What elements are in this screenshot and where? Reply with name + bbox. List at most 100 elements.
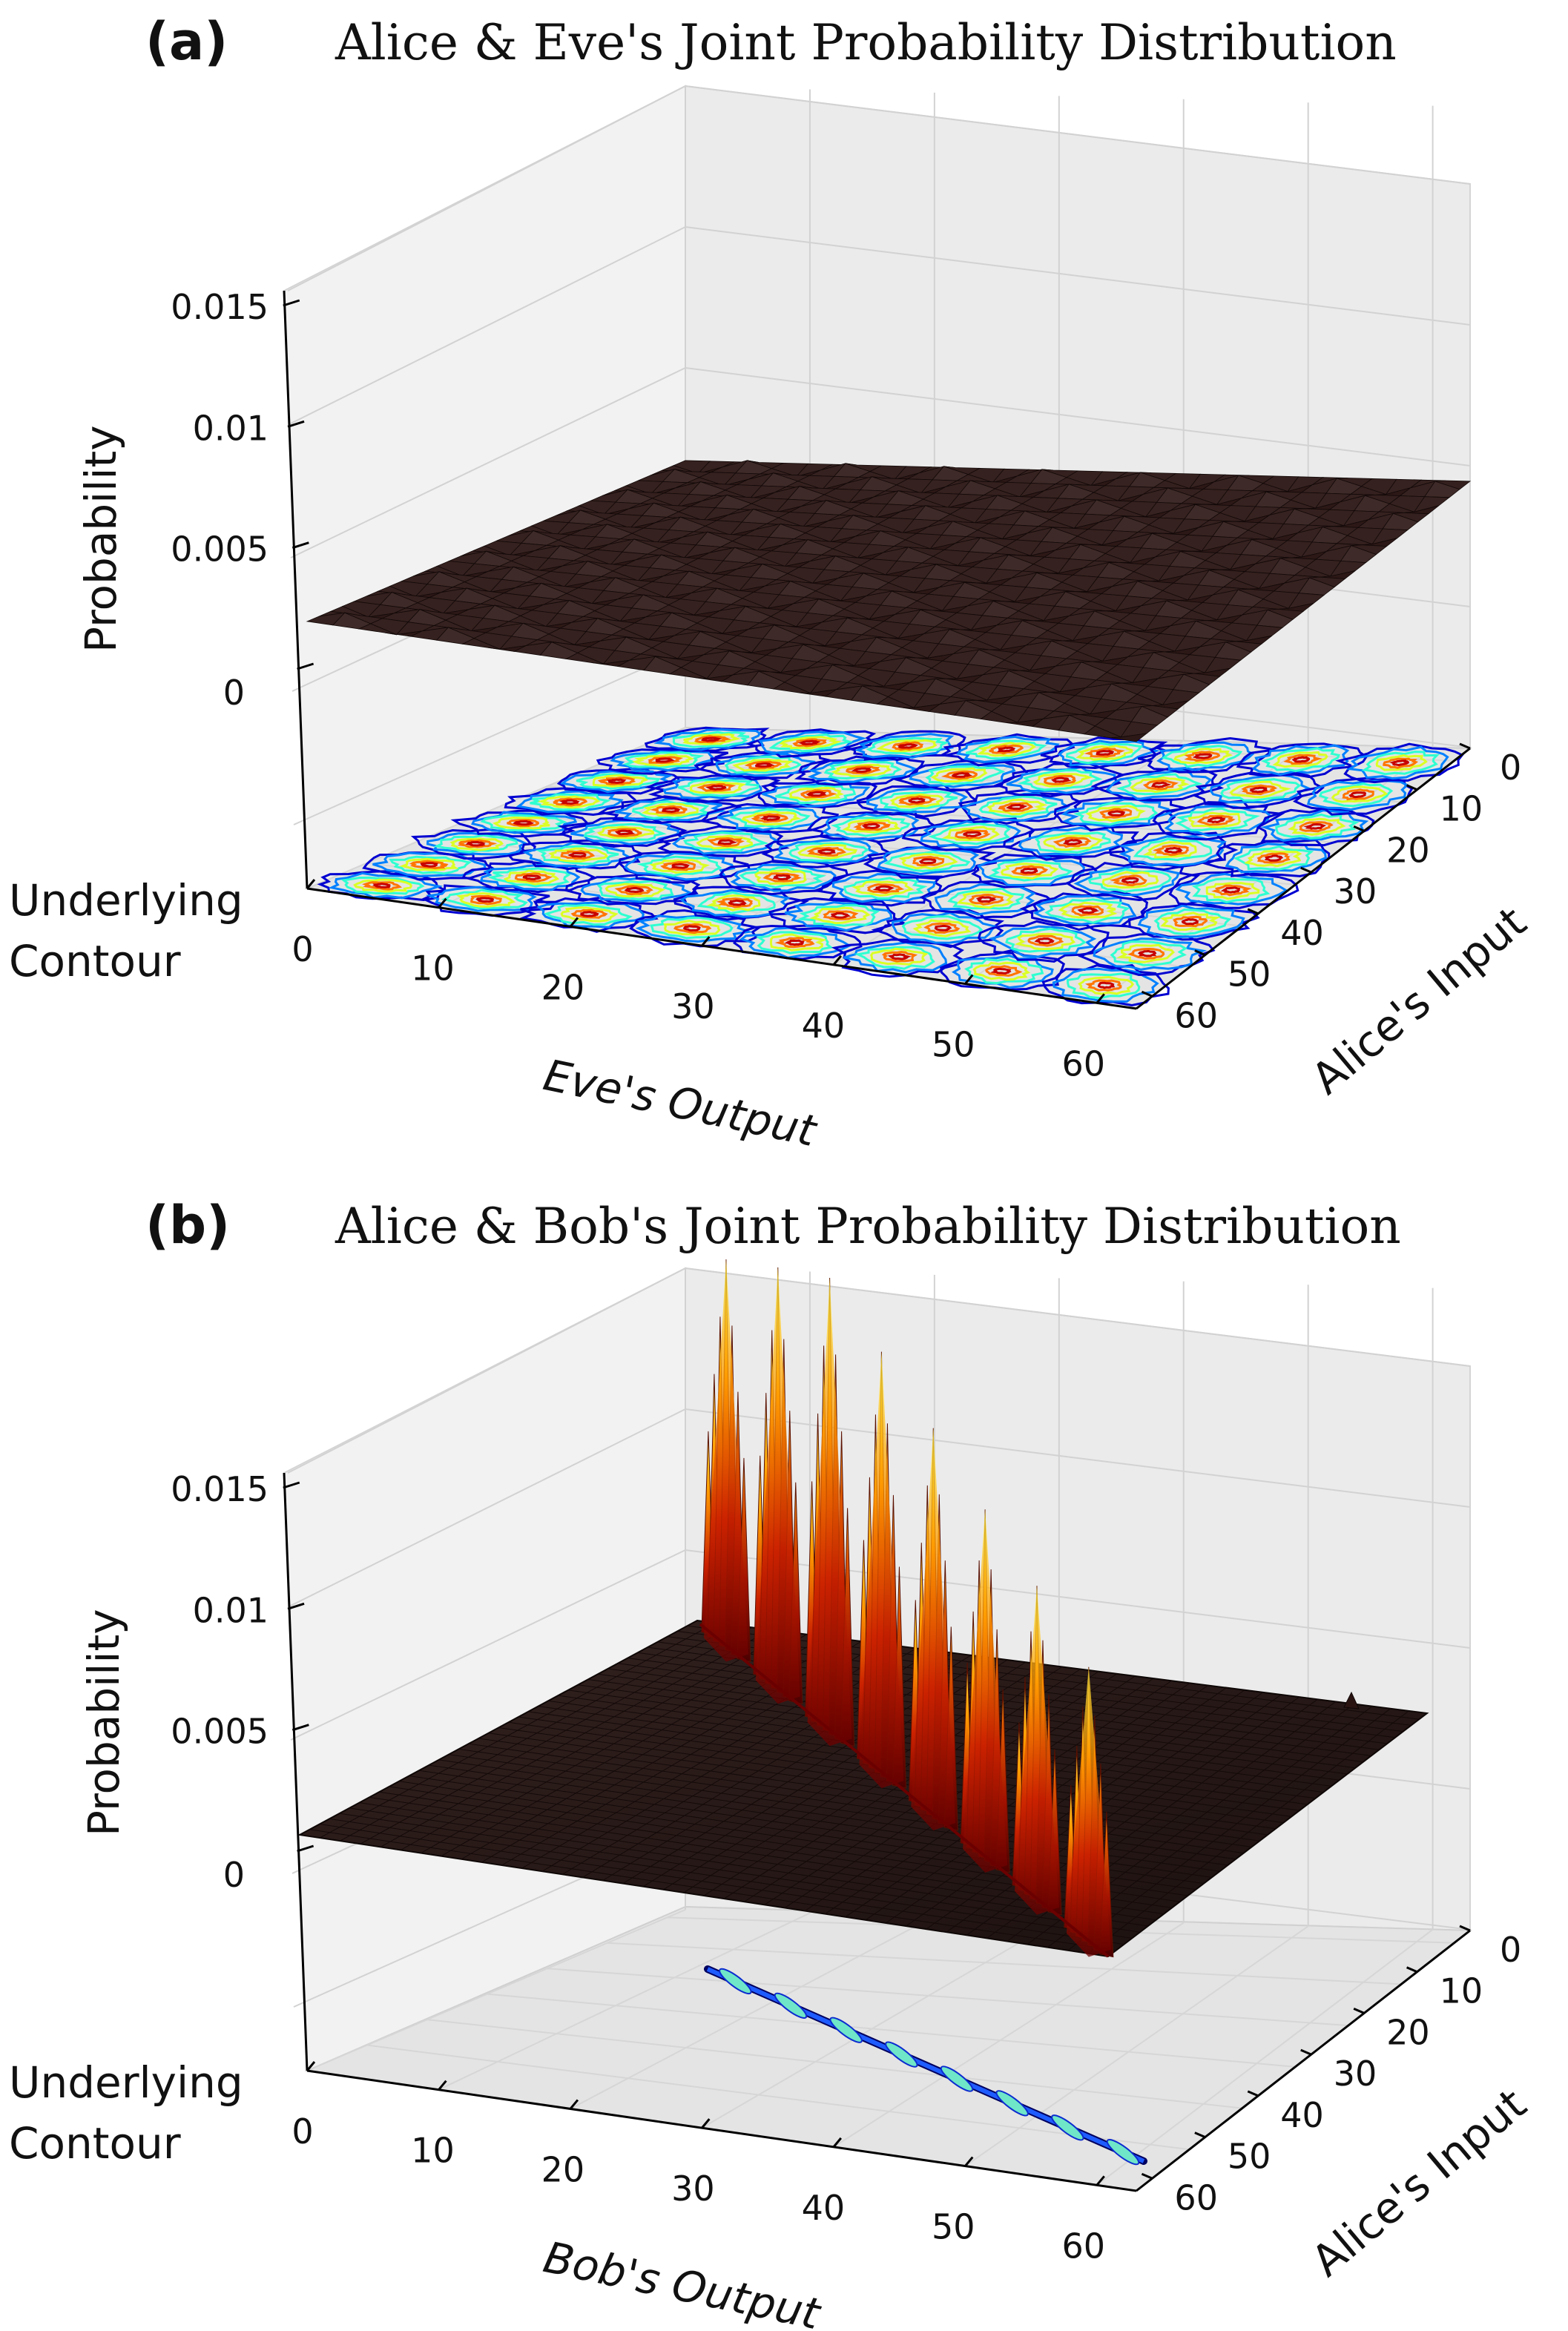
- contour-line: [623, 851, 736, 881]
- contour-line: [1264, 854, 1284, 862]
- contour-line: [530, 793, 611, 811]
- contour-line: [1168, 869, 1299, 909]
- z-axis-line: [283, 290, 309, 889]
- contour-line: [955, 829, 991, 840]
- contour-line: [420, 862, 439, 868]
- contour-line: [1105, 769, 1213, 801]
- contour-line: [880, 790, 958, 811]
- contour-plot: [704, 1965, 1147, 2166]
- grid-line: [487, 1993, 1296, 2068]
- contour-line: [861, 822, 880, 830]
- grid-line: [685, 367, 1471, 466]
- contour-line: [662, 776, 762, 799]
- contour-line: [605, 883, 666, 898]
- peak-body: [1066, 1666, 1111, 1957]
- z-axis-label: Probability: [79, 1609, 129, 1836]
- surface-mesh-line: [1007, 1701, 1337, 1942]
- contour-line: [570, 909, 608, 919]
- contour-line: [976, 742, 1037, 757]
- contour-line: [470, 894, 502, 906]
- panel-label: (a): [145, 11, 228, 72]
- contour-line: [560, 850, 596, 860]
- contour-line: [1142, 779, 1179, 791]
- contour-line: [739, 926, 852, 959]
- contour-line: [1027, 934, 1064, 947]
- contour-line: [456, 892, 516, 908]
- contour-line: [1019, 890, 1149, 932]
- contour-line: [1078, 975, 1135, 995]
- contour-line: [719, 860, 849, 896]
- contour-line: [1006, 765, 1116, 794]
- contour-line: [881, 950, 918, 963]
- contour-line: [854, 946, 935, 970]
- contour-line: [1040, 736, 1169, 770]
- contour-line: [995, 2090, 1029, 2117]
- contour-line: [1318, 782, 1394, 808]
- contour-line: [797, 739, 821, 746]
- contour-line: [806, 810, 938, 843]
- contour-line: [940, 2065, 974, 2092]
- z-tick-mark: [283, 299, 300, 307]
- contour-line: [934, 883, 1036, 916]
- contour-line: [729, 808, 811, 828]
- y-tick-label: 60: [1174, 995, 1218, 1035]
- contour-line: [1205, 882, 1260, 900]
- contour-line: [1073, 865, 1180, 897]
- contour-line: [465, 840, 486, 847]
- contour-line: [831, 764, 892, 778]
- grid-line: [289, 226, 686, 425]
- z-tick-label: 0.015: [171, 287, 269, 327]
- peak-body: [859, 1351, 904, 1789]
- diagonal-ridge: [699, 1623, 1110, 1958]
- grid-line: [287, 1267, 686, 1474]
- contour-line: [672, 731, 750, 748]
- contour-line: [682, 733, 741, 746]
- contour-line: [1389, 759, 1410, 767]
- y-tick-label: 40: [1280, 913, 1324, 953]
- z-tick-label: 0.01: [193, 408, 269, 448]
- z-tick-label: 0.005: [171, 530, 269, 570]
- contour-line: [797, 843, 858, 860]
- contour-line: [1044, 898, 1130, 924]
- contour-line: [635, 914, 754, 943]
- contour-line: [614, 797, 727, 822]
- contour-line: [1220, 778, 1302, 802]
- contour-line: [762, 872, 802, 883]
- contour-line: [843, 877, 928, 900]
- contour-line: [807, 757, 920, 783]
- contour-line: [700, 736, 722, 742]
- contour-line: [956, 891, 1015, 909]
- peak-body: [755, 1267, 800, 1704]
- contour-line: [1098, 808, 1133, 819]
- contour-line: [809, 906, 871, 925]
- contour-line: [596, 825, 655, 840]
- contour-line: [846, 765, 881, 775]
- contour-line: [607, 828, 642, 837]
- contour-line: [1345, 745, 1449, 780]
- contour-line: [1087, 868, 1172, 893]
- surface-patch: [1110, 733, 1148, 742]
- contour-line: [788, 842, 869, 863]
- contour-line: [682, 831, 769, 853]
- contour-line: [952, 955, 1054, 989]
- grid-line: [290, 367, 686, 558]
- y-tick-mark: [1141, 990, 1153, 998]
- contour-line: [990, 967, 1012, 975]
- contour-line: [800, 789, 837, 799]
- x-tick-mark: [438, 897, 447, 909]
- contour-line: [614, 885, 653, 896]
- grid-line: [607, 1942, 1402, 1985]
- contour-line: [889, 793, 944, 808]
- contour-line: [1299, 821, 1334, 833]
- y-axis-label: Alice's Input: [1302, 2079, 1535, 2287]
- contour-line: [1051, 777, 1072, 783]
- contour-line: [788, 786, 844, 802]
- contour-line: [768, 733, 854, 753]
- y-tick-label: 20: [1386, 2012, 1430, 2052]
- contour-line: [854, 733, 955, 759]
- contour-line: [507, 819, 540, 828]
- contour-line: [1260, 747, 1341, 773]
- contour-line: [1006, 803, 1028, 811]
- y-axis-line: [1136, 1929, 1471, 2192]
